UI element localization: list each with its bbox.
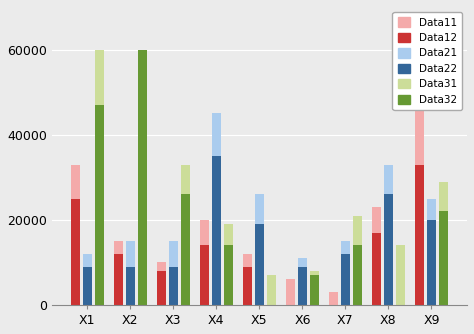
Bar [126, 267, 135, 305]
Bar [341, 254, 350, 305]
Bar [353, 245, 362, 305]
Bar [383, 194, 393, 305]
Bar [328, 292, 338, 305]
Bar [224, 224, 233, 245]
Bar [169, 241, 178, 267]
Bar [126, 241, 135, 267]
Bar [137, 49, 147, 305]
Bar [286, 280, 295, 305]
Bar [156, 271, 166, 305]
Bar [286, 280, 295, 305]
Bar [82, 267, 92, 305]
Bar [156, 263, 166, 271]
Bar [211, 114, 221, 156]
Bar [71, 199, 80, 305]
Bar [372, 207, 381, 233]
Bar [427, 199, 436, 220]
Bar [82, 254, 92, 267]
Bar [200, 220, 209, 245]
Bar [95, 49, 104, 105]
Bar [224, 245, 233, 305]
Bar [310, 275, 319, 305]
Bar [243, 254, 252, 267]
Bar [267, 275, 276, 305]
Bar [95, 105, 104, 305]
Legend: Data11, Data12, Data21, Data22, Data31, Data32: Data11, Data12, Data21, Data22, Data31, … [392, 12, 462, 110]
Bar [298, 258, 307, 267]
Bar [310, 271, 319, 275]
Bar [181, 194, 190, 305]
Bar [415, 92, 424, 165]
Bar [396, 245, 405, 305]
Bar [169, 267, 178, 305]
Bar [372, 233, 381, 305]
Bar [114, 254, 123, 305]
Bar [211, 156, 221, 305]
Bar [267, 275, 276, 305]
Bar [181, 165, 190, 194]
Bar [439, 211, 448, 305]
Bar [255, 224, 264, 305]
Bar [114, 241, 123, 254]
Bar [341, 241, 350, 254]
Bar [383, 165, 393, 194]
Bar [298, 267, 307, 305]
Bar [396, 245, 405, 305]
Bar [71, 165, 80, 199]
Bar [353, 216, 362, 245]
Bar [328, 292, 338, 305]
Bar [427, 220, 436, 305]
Bar [439, 182, 448, 211]
Bar [415, 165, 424, 305]
Bar [255, 194, 264, 224]
Bar [243, 267, 252, 305]
Bar [200, 245, 209, 305]
